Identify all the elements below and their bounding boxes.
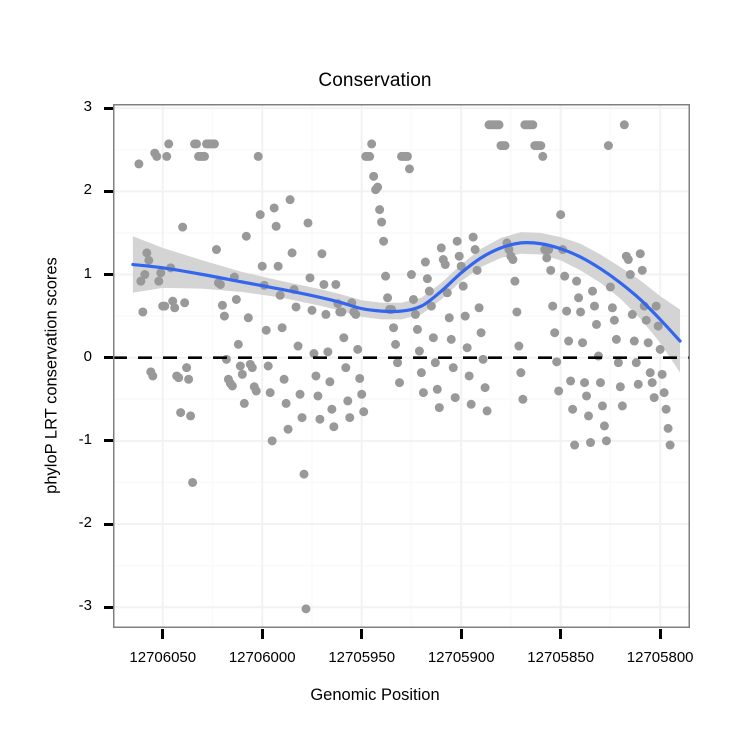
plot-panel	[113, 104, 690, 628]
x-tick-mark	[161, 629, 164, 639]
y-tick-label: 2	[84, 182, 92, 197]
y-tick-mark	[104, 356, 113, 359]
minor-gridlines	[113, 104, 690, 628]
y-tick-label: -1	[79, 432, 92, 447]
x-axis-title: Genomic Position	[0, 686, 750, 705]
x-tick-label: 12705850	[501, 650, 621, 665]
x-tick-mark	[261, 629, 264, 639]
x-tick-mark	[559, 629, 562, 639]
plot-canvas	[113, 104, 690, 628]
major-gridlines	[113, 104, 690, 628]
x-tick-label: 12705800	[600, 650, 720, 665]
x-tick-label: 12706000	[202, 650, 322, 665]
x-tick-mark	[659, 629, 662, 639]
y-axis-tick-labels: 3 2 1 0 -1 -2 -3	[0, 0, 92, 750]
conservation-scatter-plot: Conservation phyloP LRT conservation sco…	[0, 0, 750, 750]
y-tick-mark	[104, 439, 113, 442]
x-tick-label: 12706050	[103, 650, 223, 665]
y-tick-label: -2	[79, 515, 92, 530]
x-tick-mark	[460, 629, 463, 639]
y-tick-label: 3	[84, 99, 92, 114]
y-tick-mark	[104, 523, 113, 526]
x-tick-label: 12705900	[401, 650, 521, 665]
y-tick-label: 1	[84, 266, 92, 281]
y-tick-mark	[104, 606, 113, 609]
y-tick-mark	[104, 107, 113, 110]
data-points	[134, 120, 674, 613]
page-title: Conservation	[0, 70, 750, 92]
y-tick-mark	[104, 190, 113, 193]
panel-border	[114, 105, 690, 628]
x-tick-label: 12705950	[302, 650, 422, 665]
x-tick-mark	[360, 629, 363, 639]
y-tick-label: -3	[79, 598, 92, 613]
y-tick-mark	[104, 273, 113, 276]
y-tick-label: 0	[84, 349, 92, 364]
